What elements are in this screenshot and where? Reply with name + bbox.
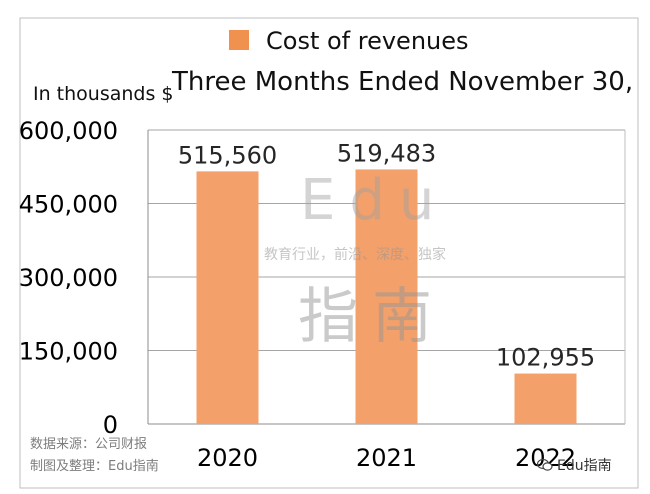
watermark-cn: 指南	[298, 282, 446, 352]
y-tick-label: 600,000	[19, 117, 118, 145]
chart-border	[19, 17, 639, 489]
x-tick-label: 2021	[356, 444, 417, 472]
wechat-icon	[537, 458, 553, 471]
bar	[355, 169, 418, 424]
data-label: 519,483	[337, 139, 436, 167]
legend-swatch	[229, 30, 249, 50]
y-tick-label: 450,000	[19, 191, 118, 219]
source-note: 数据来源：公司财报	[30, 437, 148, 452]
y-tick-label: 0	[103, 411, 118, 439]
data-label: 515,560	[178, 141, 277, 169]
y-tick-label: 150,000	[19, 338, 118, 366]
credit-note: 制图及整理：Edu指南	[30, 459, 159, 474]
watermark-brand: Edu	[300, 168, 449, 233]
watermark-tagline: 教育行业，前沿、深度、独家	[264, 247, 446, 263]
bar	[514, 373, 577, 424]
wechat-badge: Edu指南	[537, 455, 612, 475]
wechat-label: Edu指南	[557, 458, 612, 474]
data-label: 102,955	[496, 344, 595, 372]
bar	[196, 171, 259, 424]
x-tick-label: 2020	[197, 444, 258, 472]
legend-label: Cost of revenues	[266, 27, 469, 55]
y-tick-label: 300,000	[19, 264, 118, 292]
chart-subtitle: Three Months Ended November 30,	[172, 67, 634, 97]
y-axis-unit-label: In thousands $	[33, 83, 174, 105]
